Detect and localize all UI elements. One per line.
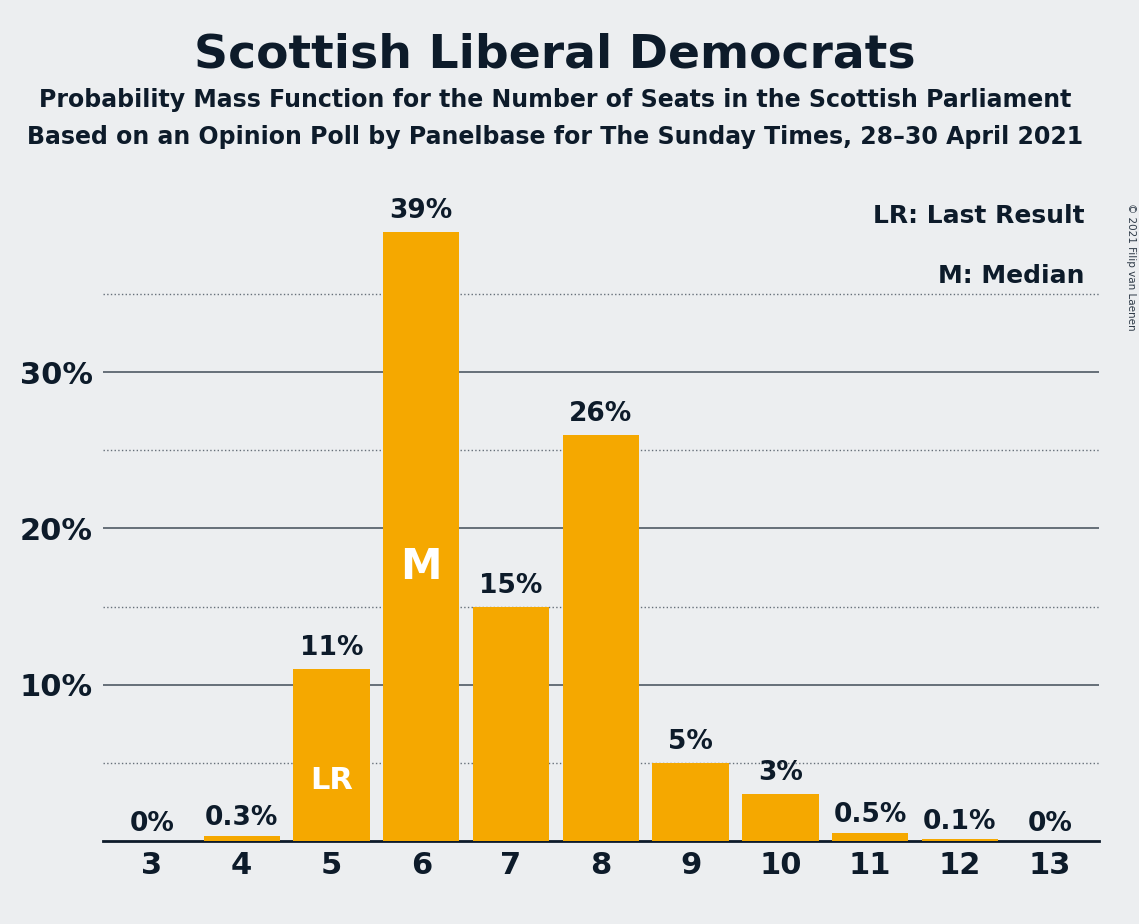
Text: © 2021 Filip van Laenen: © 2021 Filip van Laenen — [1126, 203, 1136, 331]
Bar — [831, 833, 908, 841]
Bar — [653, 762, 729, 841]
Text: M: Median: M: Median — [937, 263, 1084, 287]
Text: LR: LR — [310, 766, 353, 796]
Bar — [204, 836, 280, 841]
Text: Probability Mass Function for the Number of Seats in the Scottish Parliament: Probability Mass Function for the Number… — [39, 88, 1071, 112]
Text: 26%: 26% — [570, 401, 632, 427]
Bar — [921, 839, 998, 841]
Text: 3%: 3% — [757, 760, 803, 786]
Bar — [383, 232, 459, 841]
Bar — [743, 794, 819, 841]
Text: Based on an Opinion Poll by Panelbase for The Sunday Times, 28–30 April 2021: Based on an Opinion Poll by Panelbase fo… — [26, 125, 1083, 149]
Text: 0%: 0% — [1027, 811, 1072, 837]
Text: 39%: 39% — [390, 198, 453, 224]
Text: LR: Last Result: LR: Last Result — [872, 204, 1084, 228]
Text: 11%: 11% — [300, 635, 363, 662]
Text: 5%: 5% — [669, 729, 713, 755]
Text: M: M — [401, 546, 442, 588]
Bar — [563, 434, 639, 841]
Text: 0%: 0% — [130, 811, 174, 837]
Text: 15%: 15% — [480, 573, 542, 599]
Bar — [473, 606, 549, 841]
Text: Scottish Liberal Democrats: Scottish Liberal Democrats — [194, 32, 916, 78]
Text: 0.1%: 0.1% — [924, 808, 997, 834]
Text: 0.5%: 0.5% — [834, 802, 907, 828]
Bar — [294, 669, 370, 841]
Text: 0.3%: 0.3% — [205, 806, 278, 832]
